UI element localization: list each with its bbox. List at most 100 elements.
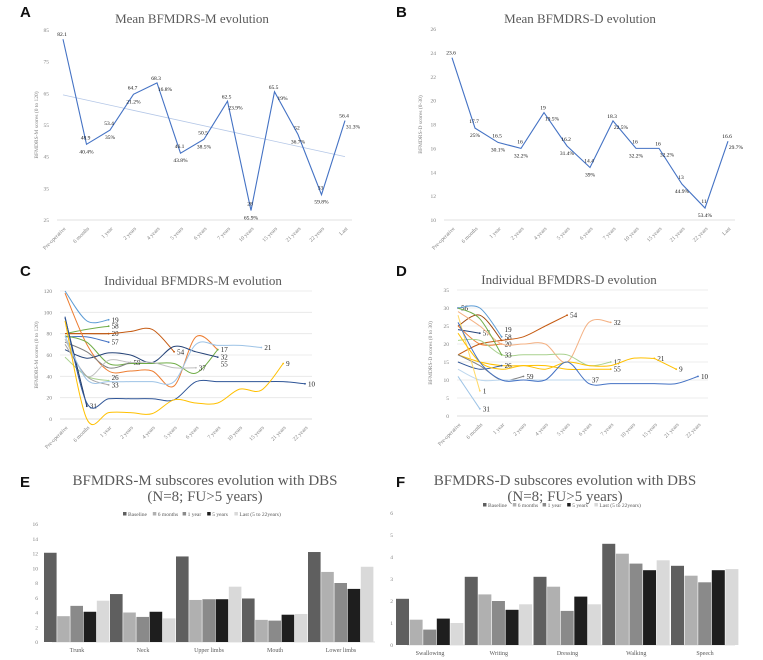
y-tick-label: 2 [390,599,393,605]
x-tick-label: 4 years [141,425,156,440]
data-point [478,407,481,410]
series-line-57 [457,329,480,334]
bar-6 [684,575,698,645]
series-line-9 [654,357,677,370]
series-end-label: 59 [526,373,534,381]
x-tick-label: 1 year [492,422,506,436]
y-tick-label: 1 [390,621,393,627]
x-tick-label: Pre-operative [44,425,70,451]
percent-label: 32.2% [629,153,644,159]
series-line-55 [457,354,611,370]
percent-label: 21.2% [126,99,141,105]
x-tick-label: Last [721,226,732,237]
y-tick-label: 16 [431,146,437,152]
percent-label: 19.5% [545,117,560,123]
legend-label: 1 year [188,512,202,518]
y-tick-label: 24 [431,51,437,57]
x-tick-label: 1 year [101,226,115,240]
x-tick-label: Pre-operative [431,226,457,252]
data-point [522,375,525,378]
y-tick-label: 16 [33,522,39,528]
y-tick-label: 25 [444,324,450,330]
bar-1 [70,605,83,642]
series-end-label: 26 [505,362,513,370]
x-tick-label: 15 years [641,422,658,439]
data-label: 16.5 [492,133,502,139]
trendline [62,94,346,158]
bar-last [587,604,601,645]
x-tick-label: 6 months [73,425,92,444]
y-tick-label: 26 [431,27,437,33]
percent-label: 31.3% [346,125,361,131]
percent-label: 31.4% [560,151,575,157]
x-tick-label: 7 years [217,226,232,241]
x-tick-label: 5 years [170,226,185,241]
x-tick-label: 6 months [466,422,485,441]
legend-label: Last (5 to 22years) [239,511,281,518]
bar-last [519,604,533,645]
data-point [478,332,481,335]
x-tick-label: 10 years [623,226,640,243]
data-label: 14.4 [584,158,594,164]
data-point [107,341,110,344]
data-label: 56.4 [339,114,349,120]
data-label: 19 [540,106,546,112]
y-tick-label: 6 [35,596,38,602]
x-tick-label: Speech [696,651,713,657]
bar-last [96,600,110,642]
series-end-label: 57 [483,330,491,338]
bar-6 [478,594,492,645]
series-line-1 [457,315,481,391]
series-end-label: 58 [505,333,513,341]
x-tick-label: Walking [626,651,646,657]
legend-swatch [542,503,547,507]
data-label: 82.1 [57,32,67,38]
data-point [609,368,612,371]
percent-label: 19% [277,96,288,102]
legend-swatch [483,503,487,507]
bar-5 [711,570,725,645]
series-end-label: 17 [221,346,229,354]
y-tick-label: 40 [47,374,53,380]
data-label: 64.7 [128,85,138,91]
x-tick-label: Neck [137,648,150,654]
y-tick-label: 4 [35,611,38,617]
data-point [500,364,503,367]
legend-swatch [594,503,598,507]
x-tick-label: 22 years [309,226,326,243]
panel-letter-a: A [20,4,31,21]
chart-title: Mean BFMDRS-M evolution [115,11,269,26]
y-axis-label: BFMDRS-D scores (0-30) [417,95,424,154]
chart-b: Mean BFMDRS-D evolution 10 12 14 16 18 20 22 24 2… [417,11,744,251]
bar-6 [547,586,561,645]
data-point [107,379,110,382]
series-end-label: 17 [614,359,622,367]
bar-baseline [533,576,547,645]
data-label: 46.1 [175,144,185,150]
bar-last [725,569,739,645]
x-tick-label: 6 years [193,226,208,241]
data-point [304,382,306,385]
y-tick-label: 55 [44,123,50,129]
percent-label: 32.2% [514,153,529,159]
series-line-Mean BFMDRS-M [62,39,346,211]
x-tick-label: 22 years [685,422,702,439]
bar-1 [334,583,347,642]
data-point [609,321,612,324]
series-end-label: 21 [264,344,272,352]
series-end-label: 1 [483,387,487,395]
bar-baseline [602,543,616,645]
y-tick-label: 4 [390,555,393,561]
x-tick-label: Writing [490,651,508,657]
x-tick-label: 2 years [120,425,135,440]
x-tick-label: 6 months [461,226,480,245]
y-tick-label: 6 [390,511,393,517]
y-tick-label: 8 [35,581,38,587]
data-label: 48.9 [81,135,91,141]
y-tick-label: 14 [33,537,39,543]
x-tick-label: 15 years [262,226,279,243]
series-end-label: 20 [112,330,120,338]
series-end-label: 57 [112,339,120,347]
series-end-label: 54 [570,312,578,320]
